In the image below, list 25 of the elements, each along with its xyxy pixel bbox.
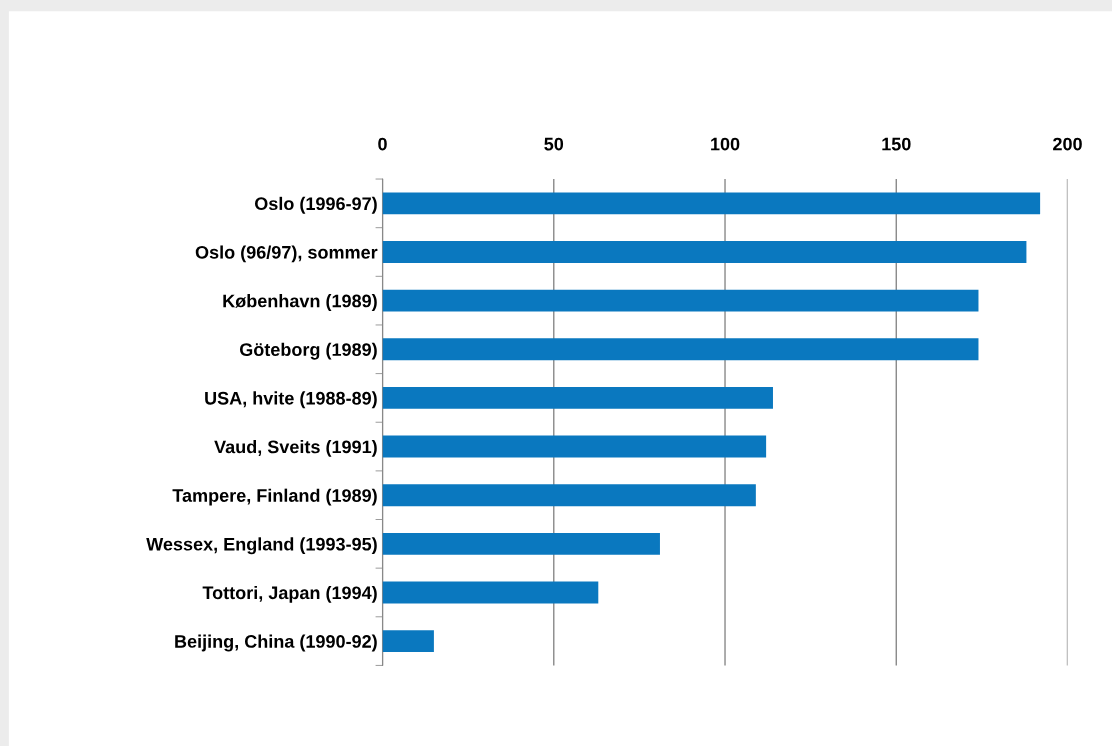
x-tick-label: 0	[378, 137, 387, 151]
y-tick-label: København (1989)	[223, 294, 377, 311]
y-tick-label: Oslo (96/97), sommer	[195, 245, 378, 263]
y-tick-label: USA, hvite (1988-89)	[205, 391, 377, 409]
y-tick-label: Vaud, Sveits (1991)	[214, 440, 377, 457]
y-tick-label: Tottori, Japan (1994)	[202, 585, 377, 603]
x-tick-label: 100	[711, 137, 740, 151]
bar	[382, 484, 756, 507]
x-tick-label: 200	[1053, 137, 1082, 151]
x-tick-label: 50	[544, 137, 564, 151]
bar	[382, 630, 434, 653]
bar	[382, 241, 1027, 263]
bar	[382, 338, 979, 361]
bar	[382, 192, 1041, 215]
y-tick-label: Wessex, England (1993-95)	[146, 537, 377, 555]
y-tick-label: Tampere, Finland (1989)	[172, 488, 377, 506]
y-tick-label: Beijing, China (1990-92)	[175, 634, 377, 652]
y-tick-label: Göteborg (1989)	[239, 342, 377, 360]
bar	[382, 581, 599, 604]
x-tick-label: 150	[882, 137, 911, 151]
bar	[382, 289, 979, 312]
bar	[382, 532, 660, 555]
y-tick-label: Oslo (1996-97)	[254, 196, 377, 214]
bar	[382, 435, 767, 458]
bar	[382, 386, 773, 409]
